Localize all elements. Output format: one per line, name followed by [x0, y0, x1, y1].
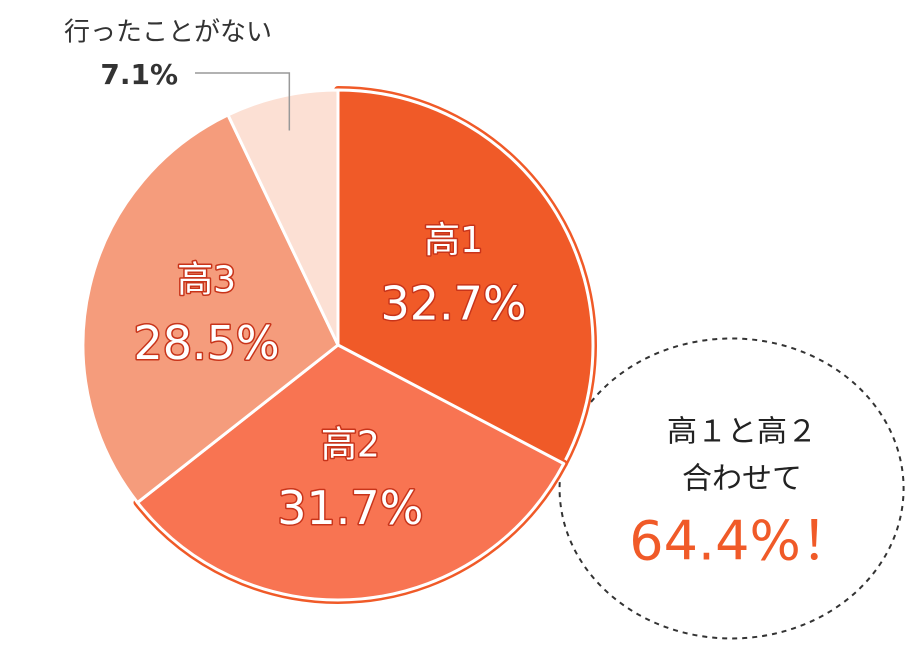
slice-value: 31.7% [277, 481, 423, 535]
outside-value: 7.1% [100, 58, 178, 91]
slice-category: 高3 [177, 259, 236, 300]
callout-highlight: 64.4%！ [629, 510, 855, 573]
pie [81, 86, 597, 604]
outside-category: 行ったことがない [64, 18, 272, 48]
callout-bubble [529, 337, 905, 640]
slice-value: 28.5% [133, 316, 279, 370]
slice [135, 343, 566, 602]
slice-value: 32.7% [380, 277, 526, 331]
leader-line [195, 72, 291, 131]
slice [226, 88, 340, 347]
callout-fill [540, 338, 904, 639]
callout-line: 合わせて [682, 462, 802, 497]
slice-category: 高1 [424, 220, 483, 261]
slice [336, 88, 595, 466]
slice-category: 高2 [321, 424, 380, 465]
callout-line: 高１と高２ [667, 415, 817, 450]
